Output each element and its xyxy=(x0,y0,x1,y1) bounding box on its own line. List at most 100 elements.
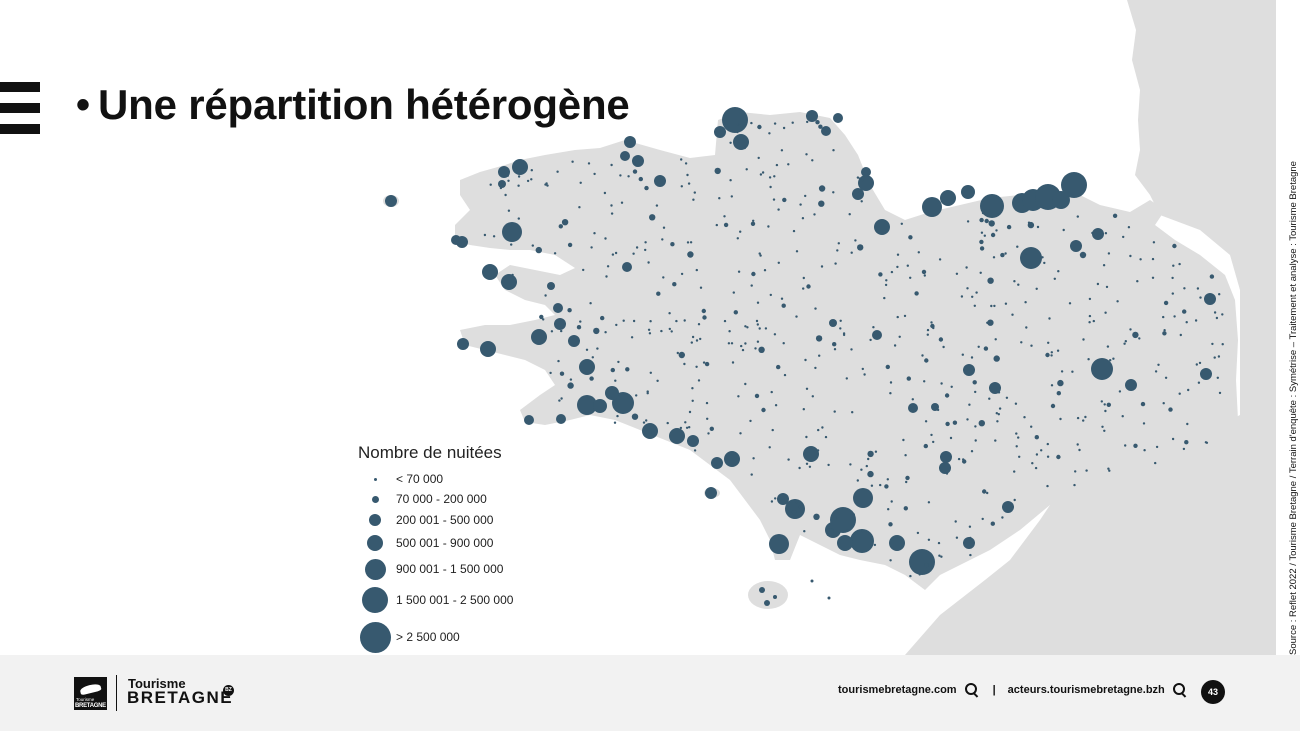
legend-symbol xyxy=(358,495,392,503)
map-symbol xyxy=(927,538,931,541)
map-symbol xyxy=(1215,316,1219,320)
map-symbol xyxy=(813,213,816,216)
map-symbol xyxy=(722,107,748,133)
map-symbol xyxy=(970,356,974,359)
map-symbol xyxy=(567,308,572,313)
map-symbol xyxy=(869,338,872,342)
map-symbol xyxy=(905,475,910,481)
map-symbol xyxy=(918,573,921,576)
map-symbol xyxy=(979,246,985,251)
search-icon[interactable] xyxy=(1172,683,1187,697)
map-symbol xyxy=(924,358,929,363)
map-symbol xyxy=(686,173,689,177)
map-symbol xyxy=(861,529,864,533)
search-icon[interactable] xyxy=(964,683,979,697)
map-symbol xyxy=(1045,352,1050,358)
map-symbol xyxy=(517,184,520,187)
map-symbol xyxy=(542,318,545,321)
map-symbol xyxy=(687,435,699,447)
map-symbol xyxy=(940,555,943,558)
map-symbol xyxy=(856,176,860,179)
map-symbol xyxy=(989,382,1001,394)
map-symbol xyxy=(714,167,721,175)
map-symbol xyxy=(1103,429,1106,432)
map-symbol xyxy=(569,378,573,381)
map-symbol xyxy=(727,342,731,345)
map-symbol xyxy=(805,462,809,465)
map-symbol xyxy=(1124,444,1127,447)
map-symbol xyxy=(604,237,607,240)
map-symbol xyxy=(492,235,496,238)
map-symbol xyxy=(990,304,993,308)
map-symbol xyxy=(1031,462,1034,465)
map-symbol xyxy=(1185,321,1188,324)
map-symbol xyxy=(814,366,817,370)
map-symbol xyxy=(756,323,759,326)
map-symbol xyxy=(805,435,808,439)
map-symbol xyxy=(590,246,593,249)
map-symbol xyxy=(730,195,733,198)
map-symbol xyxy=(969,536,972,540)
map-symbol xyxy=(544,183,547,186)
map-symbol xyxy=(544,294,547,297)
map-symbol xyxy=(678,351,685,359)
map-symbol xyxy=(972,380,977,385)
map-symbol xyxy=(787,458,790,461)
map-symbol xyxy=(740,344,743,348)
map-symbol xyxy=(1088,314,1092,318)
map-symbol xyxy=(896,265,899,269)
map-symbol xyxy=(987,319,994,326)
map-symbol xyxy=(758,327,761,330)
map-symbol xyxy=(1050,351,1054,354)
link-tourismebretagne[interactable]: tourismebretagne.com xyxy=(838,684,957,696)
logo-mark-small: Tourisme xyxy=(76,697,95,702)
map-symbol xyxy=(848,213,851,216)
map-symbol xyxy=(1132,381,1136,384)
map-symbol xyxy=(1162,315,1165,319)
legend-label: > 2 500 000 xyxy=(396,630,460,644)
map-symbol xyxy=(955,536,959,539)
map-symbol xyxy=(1034,435,1040,440)
map-symbol xyxy=(507,209,511,212)
map-symbol xyxy=(803,446,819,462)
map-symbol xyxy=(498,180,506,188)
map-symbol xyxy=(1061,172,1087,198)
map-symbol xyxy=(1013,280,1016,283)
map-symbol xyxy=(688,426,691,429)
map-symbol xyxy=(554,318,566,330)
map-symbol xyxy=(693,191,696,194)
map-symbol xyxy=(547,282,555,290)
map-symbol xyxy=(1136,280,1139,283)
map-symbol xyxy=(1056,391,1062,396)
map-symbol xyxy=(846,529,849,532)
map-symbol xyxy=(628,267,631,271)
menu-icon[interactable] xyxy=(0,82,40,136)
map-symbol xyxy=(764,327,768,330)
map-symbol xyxy=(1087,358,1090,361)
link-acteurs[interactable]: acteurs.tourismebretagne.bzh xyxy=(1007,684,1165,696)
map-symbol xyxy=(767,225,770,228)
map-symbol xyxy=(507,179,510,182)
map-symbol xyxy=(955,272,959,275)
map-symbol xyxy=(706,417,709,420)
map-symbol xyxy=(661,238,664,241)
map-symbol xyxy=(1133,443,1138,448)
map-symbol xyxy=(680,158,683,161)
map-symbol xyxy=(814,307,817,310)
map-symbol xyxy=(752,457,755,460)
map-symbol xyxy=(761,407,766,413)
footer: Tourisme BRETAGNE Tourisme BRETAGNE BZ t… xyxy=(0,655,1300,731)
map-symbol xyxy=(909,574,912,578)
map-symbol xyxy=(567,242,573,248)
map-symbol xyxy=(981,517,984,521)
logo-divider xyxy=(116,675,117,711)
map-symbol xyxy=(576,325,582,330)
map-symbol xyxy=(1168,407,1173,412)
map-symbol xyxy=(577,395,597,415)
map-symbol xyxy=(785,499,805,519)
map-symbol xyxy=(1178,262,1181,266)
map-symbol xyxy=(1107,252,1111,255)
map-symbol xyxy=(973,304,976,307)
map-symbol xyxy=(744,382,747,386)
logo-ermine-icon[interactable]: Tourisme BRETAGNE xyxy=(74,677,107,710)
